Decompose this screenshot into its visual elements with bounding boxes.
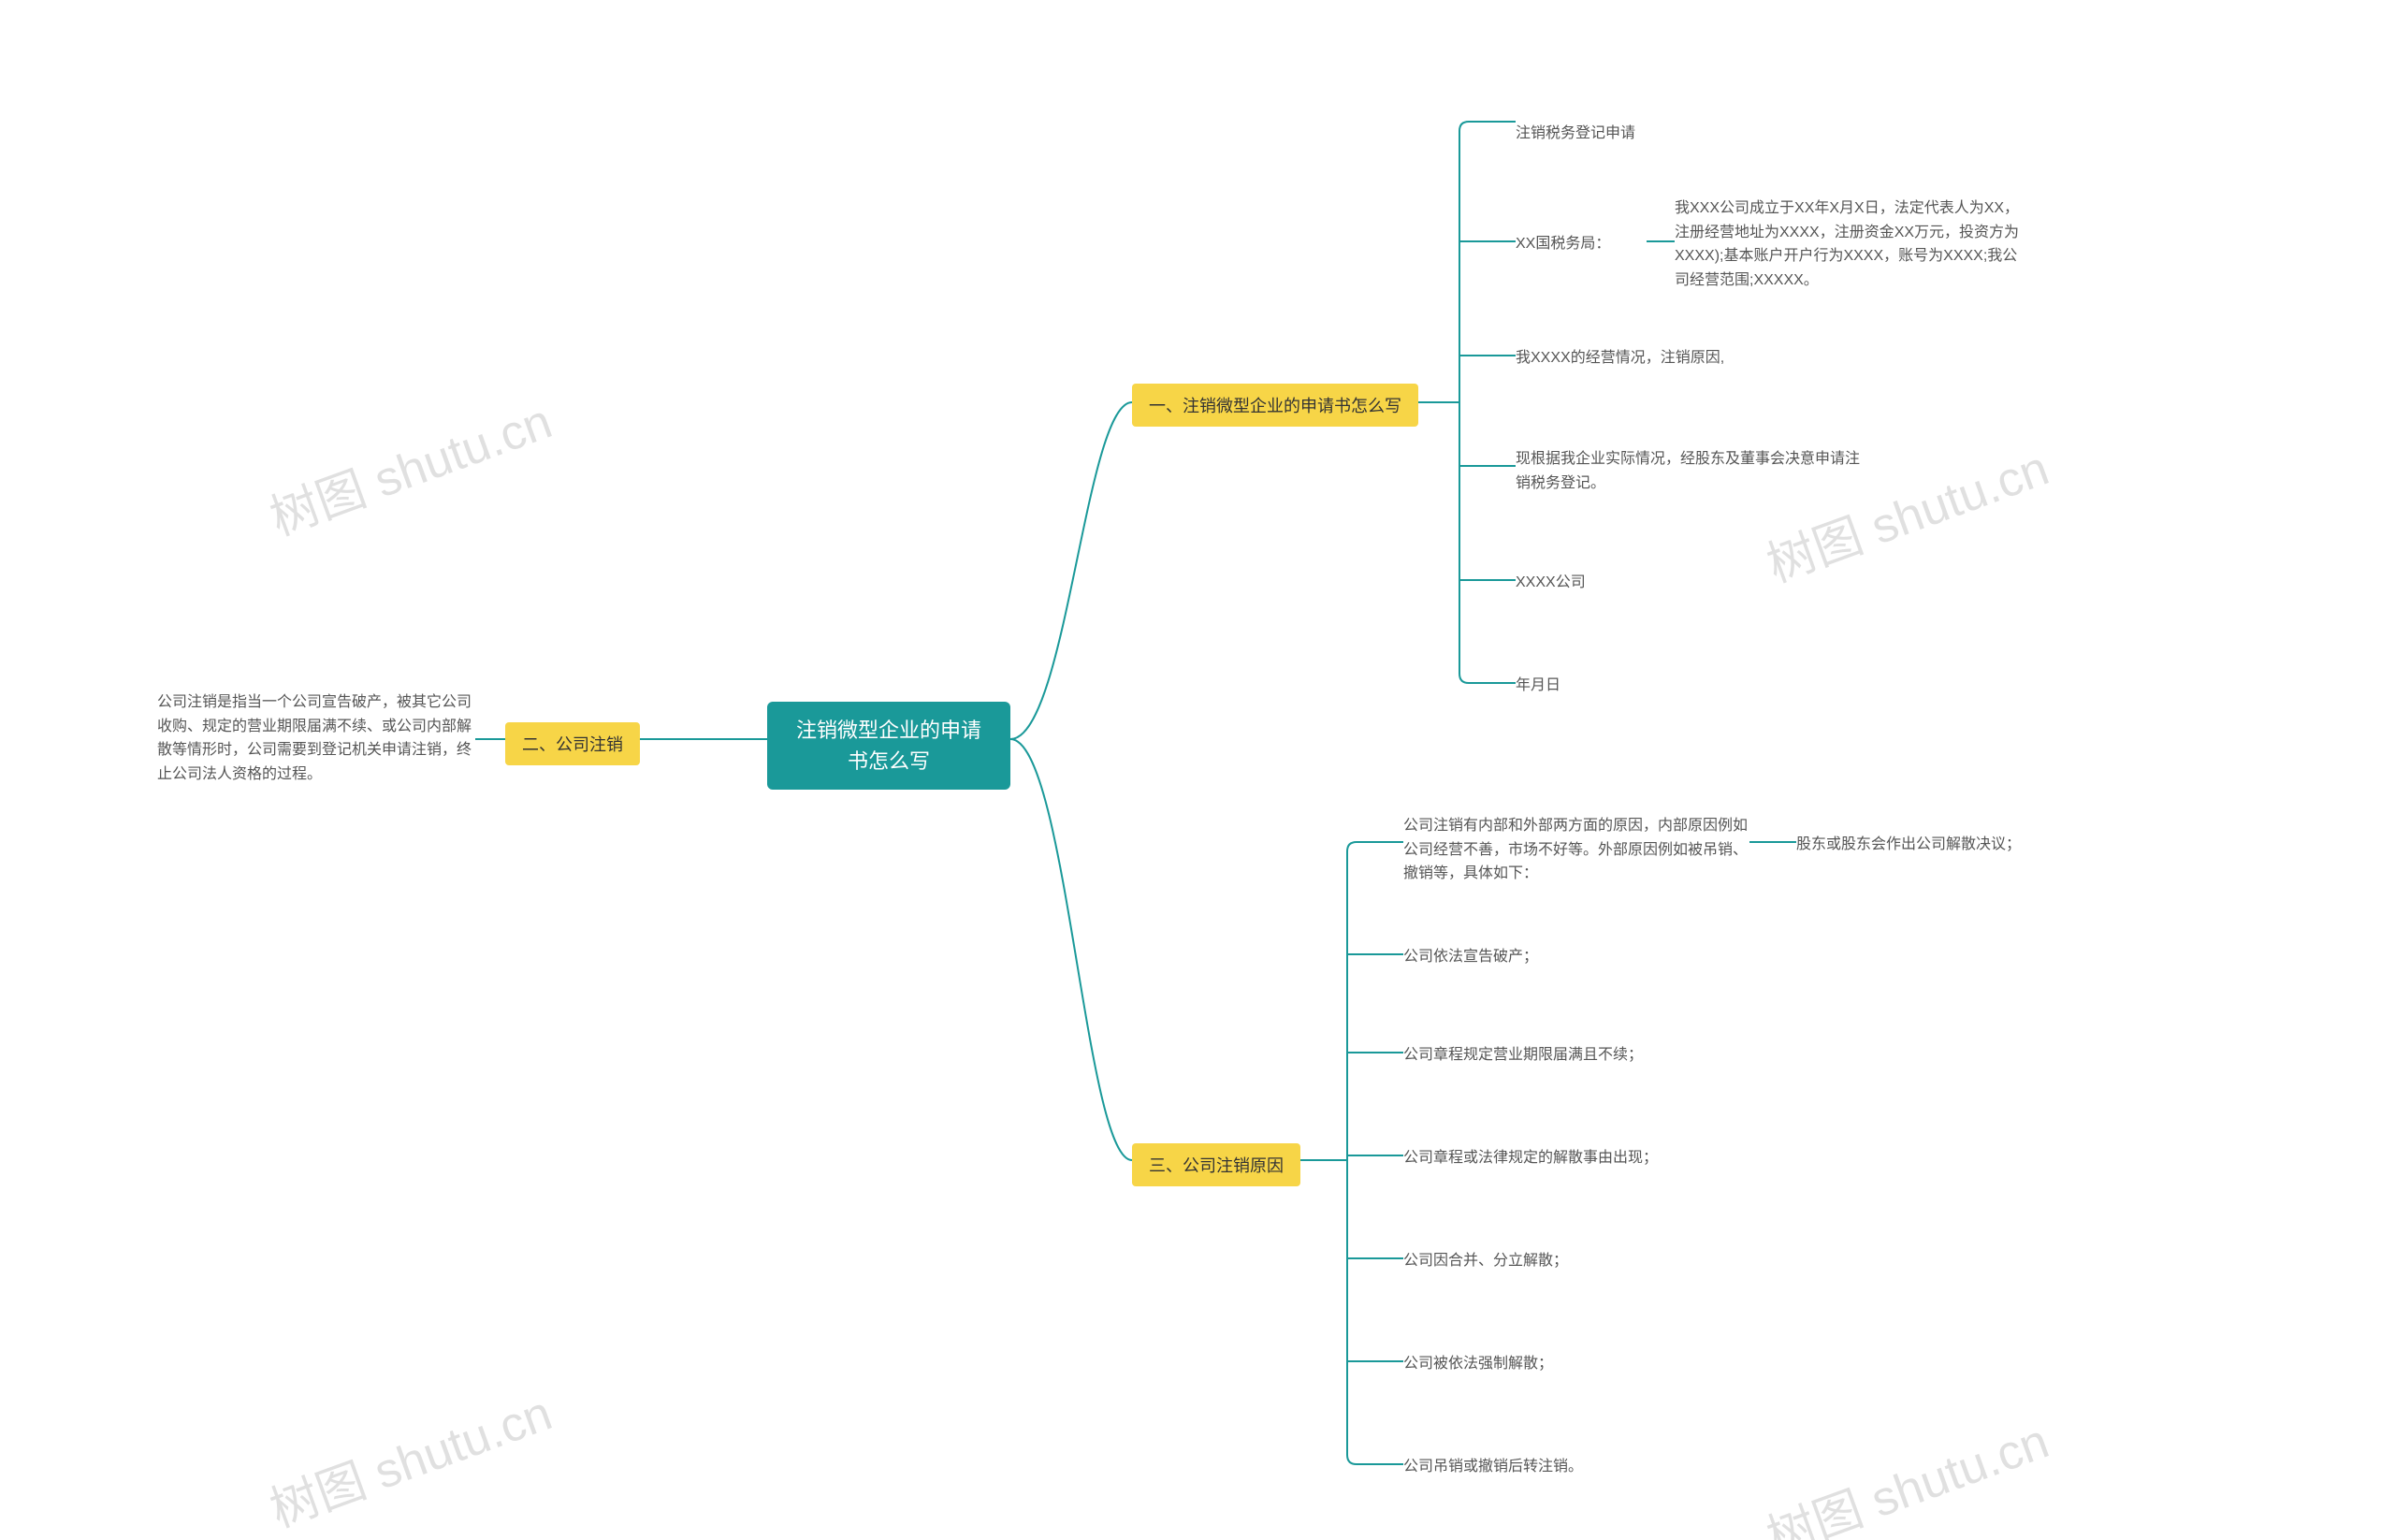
watermark-4: 树图 shutu.cn [1756, 1402, 2057, 1540]
b3-child-7: 公司吊销或撤销后转注销。 [1403, 1455, 1778, 1479]
b3-child-5: 公司因合并、分立解散； [1403, 1249, 1778, 1273]
b3-child-1-sub: 股东或股东会作出公司解散决议； [1796, 833, 2077, 857]
b3-child-4: 公司章程或法律规定的解散事由出现； [1403, 1146, 1778, 1170]
b1-child-4: 现根据我企业实际情况，经股东及董事会决意申请注销税务登记。 [1516, 447, 1871, 495]
branch-2[interactable]: 二、公司注销 [505, 722, 640, 765]
branch-3[interactable]: 三、公司注销原因 [1132, 1143, 1300, 1186]
b1-child-3: 我XXXX的经营情况，注销原因, [1516, 346, 1890, 370]
b1-child-2: XX国税务局： [1516, 232, 1647, 256]
b1-child-1: 注销税务登记申请 [1516, 122, 1796, 146]
b3-child-6: 公司被依法强制解散； [1403, 1352, 1778, 1376]
root-node[interactable]: 注销微型企业的申请书怎么写 [767, 702, 1010, 790]
branch-1[interactable]: 一、注销微型企业的申请书怎么写 [1132, 384, 1418, 427]
b1-child-5: XXXX公司 [1516, 571, 1703, 595]
b3-child-3: 公司章程规定营业期限届满且不续； [1403, 1043, 1778, 1068]
watermark-3: 树图 shutu.cn [259, 1373, 560, 1540]
b1-child-6: 年月日 [1516, 674, 1703, 698]
b3-child-1: 公司注销有内部和外部两方面的原因，内部原因例如公司经营不善，市场不好等。外部原因… [1403, 814, 1749, 886]
b3-child-2: 公司依法宣告破产； [1403, 945, 1684, 969]
watermark-1: 树图 shutu.cn [259, 382, 560, 548]
b2-child-1: 公司注销是指当一个公司宣告破产，被其它公司收购、规定的营业期限届满不续、或公司内… [157, 690, 475, 786]
b1-child-2-sub: 我XXX公司成立于XX年X月X日，法定代表人为XX，注册经营地址为XXXX，注册… [1675, 196, 2030, 292]
